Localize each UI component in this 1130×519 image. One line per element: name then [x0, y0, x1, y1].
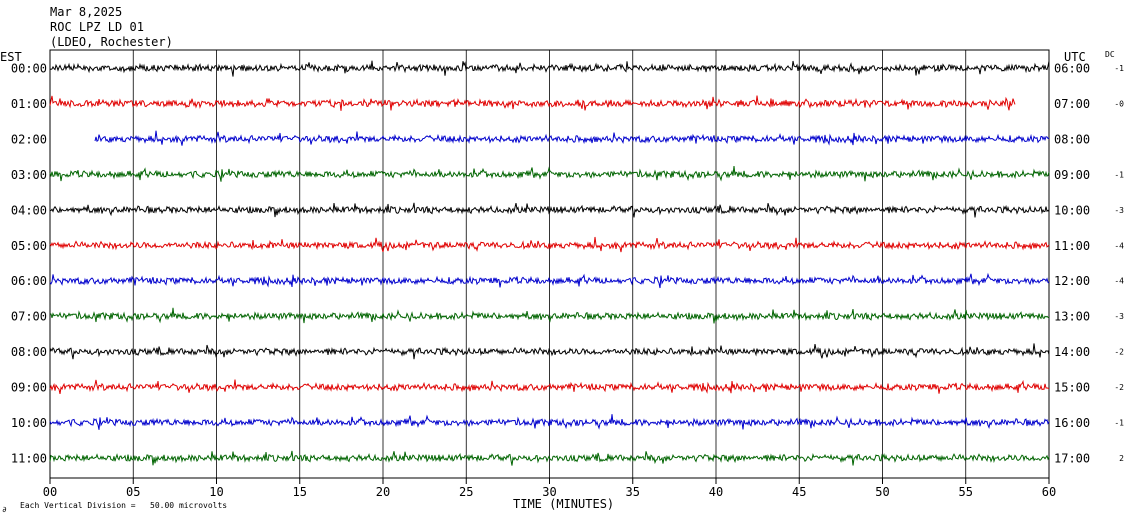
est-hour-label: 00:00: [11, 62, 47, 76]
utc-hour-label: 16:00: [1054, 416, 1090, 430]
utc-hour-label: 07:00: [1054, 97, 1090, 111]
x-tick-label-20: 20: [376, 485, 390, 499]
est-hour-label: 09:00: [11, 381, 47, 395]
x-tick-label-45: 45: [792, 485, 806, 499]
dc-offset-label: -3: [1114, 312, 1124, 321]
footer-mark: ∂: [2, 505, 7, 514]
est-hour-label: 01:00: [11, 97, 47, 111]
trace-0300: [49, 165, 1050, 182]
record-date: Mar 8,2025: [50, 5, 123, 19]
dc-offset-label: -4: [1114, 241, 1124, 250]
trace-0900: [49, 379, 1050, 395]
x-tick-label-15: 15: [293, 485, 307, 499]
x-tick-label-30: 30: [542, 485, 556, 499]
utc-hour-label: 17:00: [1054, 451, 1090, 465]
est-hour-label: 04:00: [11, 203, 47, 217]
utc-hour-label: 11:00: [1054, 239, 1090, 253]
utc-hour-label: 06:00: [1054, 62, 1090, 76]
left-timezone-label: EST: [0, 50, 22, 64]
x-tick-label-05: 05: [126, 485, 140, 499]
network-name: (LDEO, Rochester): [50, 35, 173, 49]
trace-0200: [94, 130, 1050, 146]
est-hour-label: 07:00: [11, 310, 47, 324]
dc-offset-label: -2: [1114, 383, 1124, 392]
est-hour-label: 05:00: [11, 239, 47, 253]
utc-hour-label: 12:00: [1054, 274, 1090, 288]
trace-0500: [49, 236, 1050, 253]
dc-offset-label: 2: [1119, 454, 1124, 463]
trace-1000: [49, 414, 1050, 430]
x-tick-label-55: 55: [959, 485, 973, 499]
dc-offset-label: -4: [1114, 277, 1124, 286]
station-code: ROC LPZ LD 01: [50, 20, 144, 34]
utc-hour-label: 15:00: [1054, 381, 1090, 395]
est-hour-label: 10:00: [11, 416, 47, 430]
dc-offset-label: -1: [1114, 170, 1124, 179]
trace-0100: [49, 95, 1016, 111]
x-tick-label-25: 25: [459, 485, 473, 499]
x-tick-label-40: 40: [709, 485, 723, 499]
x-tick-label-00: 00: [43, 485, 57, 499]
est-hour-label: 06:00: [11, 274, 47, 288]
utc-hour-label: 10:00: [1054, 203, 1090, 217]
est-hour-label: 02:00: [11, 132, 47, 146]
trace-1100: [49, 450, 1050, 466]
right-timezone-label: UTC: [1064, 50, 1086, 64]
vertical-division-note: Each Vertical Division = 50.00 microvolt…: [20, 501, 228, 510]
trace-0700: [49, 307, 1050, 324]
dc-header-label: DC: [1105, 50, 1115, 59]
utc-hour-label: 14:00: [1054, 345, 1090, 359]
x-tick-label-60: 60: [1042, 485, 1056, 499]
trace-0800: [49, 343, 1050, 360]
dc-offset-label: -2: [1114, 348, 1124, 357]
utc-hour-label: 13:00: [1054, 310, 1090, 324]
est-hour-label: 08:00: [11, 345, 47, 359]
dc-offset-label: -1: [1114, 419, 1124, 428]
utc-hour-label: 09:00: [1054, 168, 1090, 182]
dc-offset-label: -3: [1114, 206, 1124, 215]
est-hour-label: 03:00: [11, 168, 47, 182]
dc-offset-label: -1: [1114, 64, 1124, 73]
x-tick-label-35: 35: [626, 485, 640, 499]
trace-0400: [49, 202, 1050, 218]
x-tick-label-50: 50: [875, 485, 889, 499]
trace-0600: [49, 272, 1050, 289]
utc-hour-label: 08:00: [1054, 132, 1090, 146]
est-hour-label: 11:00: [11, 451, 47, 465]
x-axis-title: TIME (MINUTES): [513, 497, 615, 511]
x-tick-label-10: 10: [209, 485, 223, 499]
dc-offset-label: -0: [1114, 99, 1124, 108]
trace-0000: [49, 60, 1050, 77]
